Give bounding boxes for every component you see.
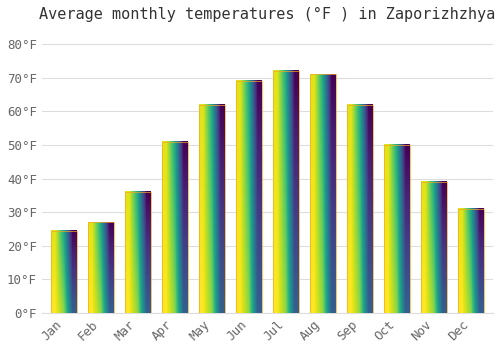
- Bar: [88, 222, 114, 313]
- Bar: [310, 74, 336, 313]
- Bar: [347, 105, 373, 313]
- Bar: [199, 105, 225, 313]
- Bar: [384, 145, 410, 313]
- Bar: [51, 231, 77, 313]
- Title: Average monthly temperatures (°F ) in Zaporizhzhya: Average monthly temperatures (°F ) in Za…: [40, 7, 496, 22]
- Bar: [273, 71, 299, 313]
- Bar: [125, 192, 151, 313]
- Bar: [236, 81, 262, 313]
- Bar: [162, 142, 188, 313]
- Bar: [458, 209, 484, 313]
- Bar: [421, 182, 447, 313]
